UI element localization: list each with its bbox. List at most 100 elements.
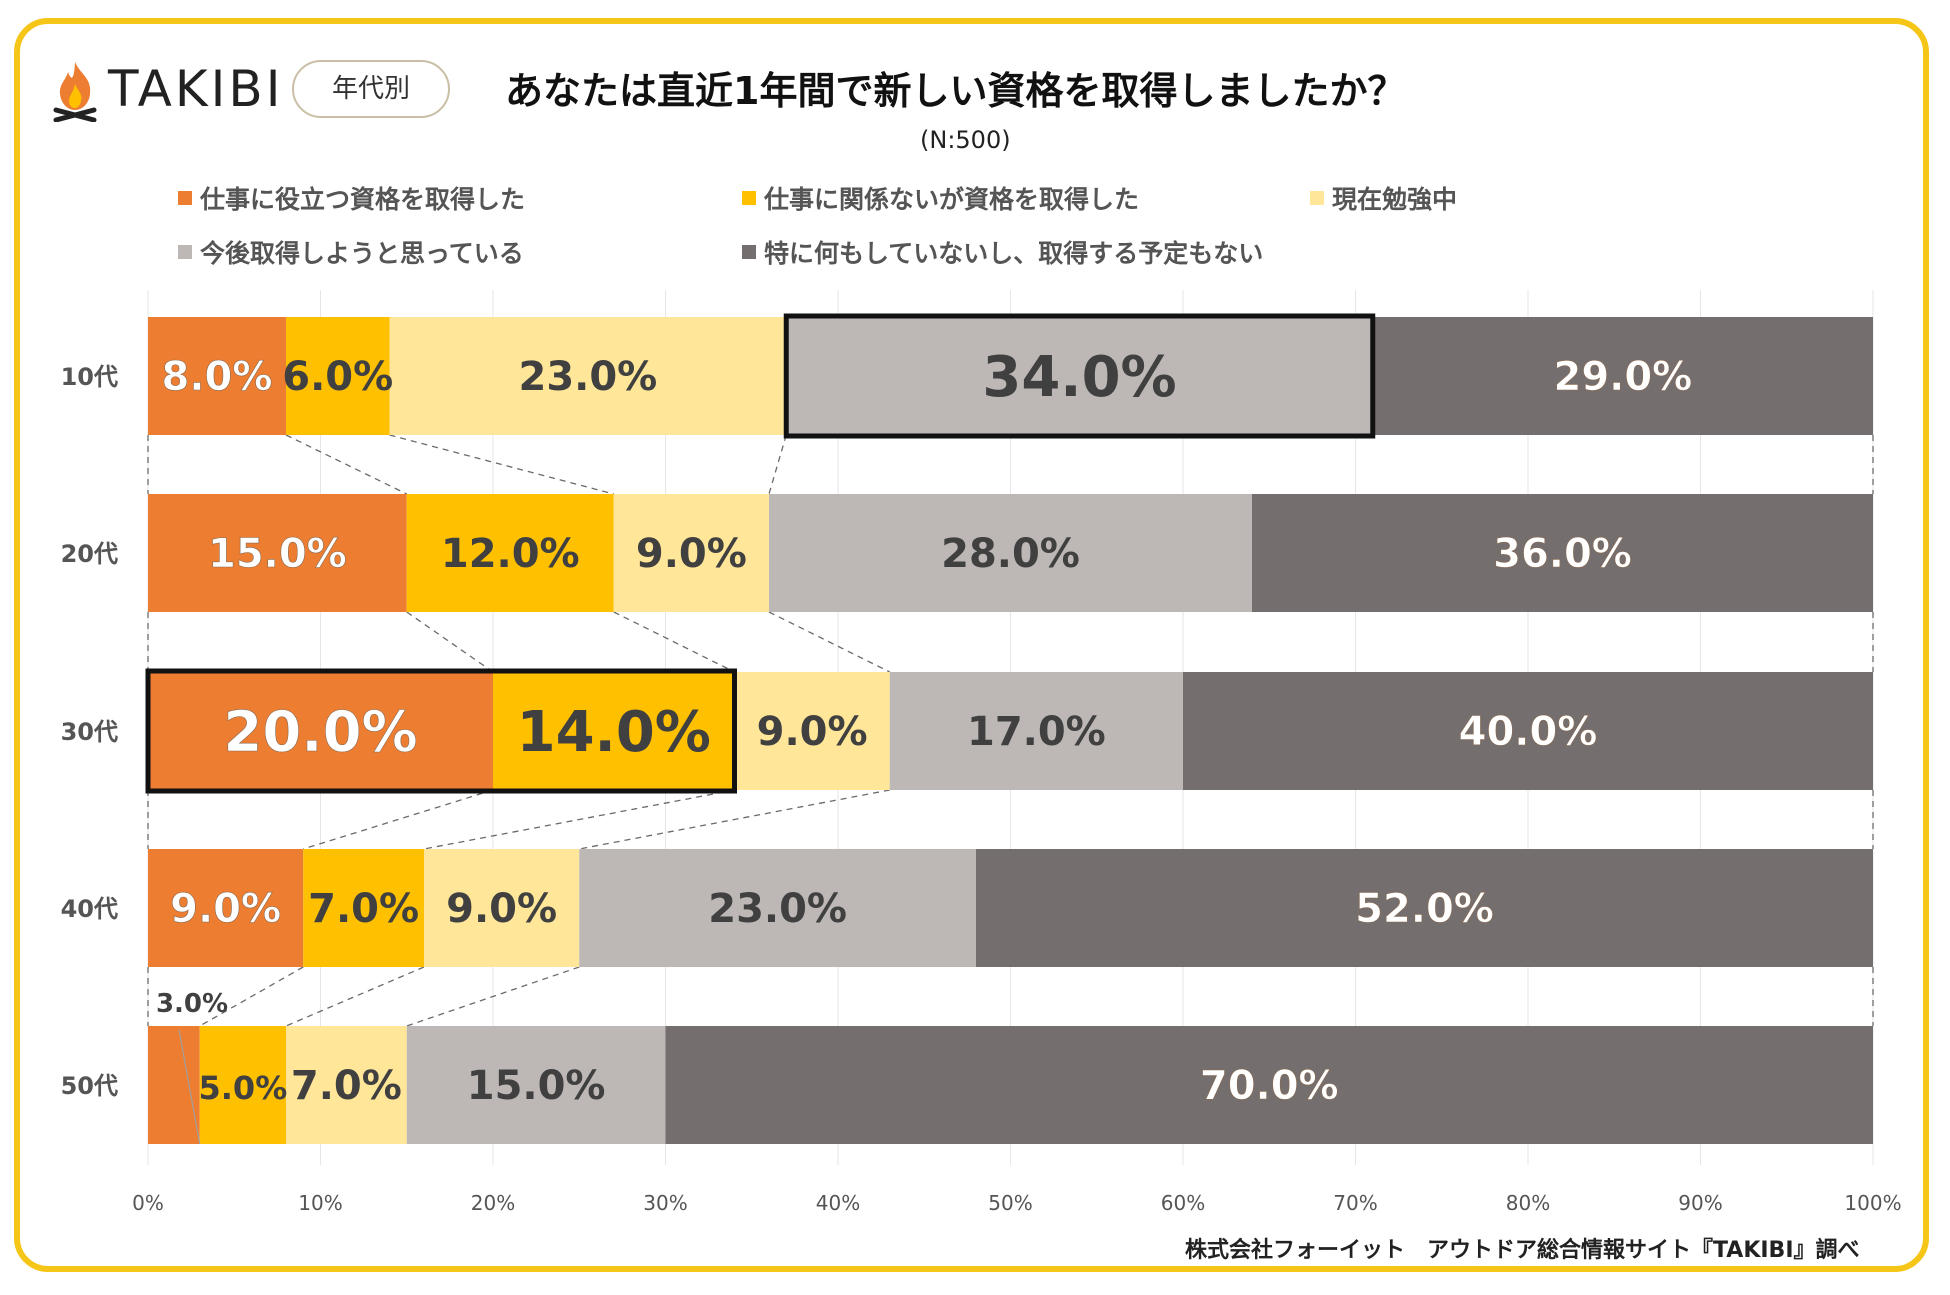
- bar-segment: [976, 849, 1873, 967]
- x-tick-label: 50%: [988, 1191, 1032, 1215]
- bar-segment: [734, 672, 890, 790]
- legend-swatch: [742, 245, 756, 259]
- bar-segment: [1252, 494, 1873, 612]
- data-label: 52.0%: [1355, 886, 1494, 932]
- chart-title: あなたは直近1年間で新しい資格を取得しましたか？: [505, 69, 1406, 113]
- highlight-box: [145, 668, 737, 794]
- bar-segment: [665, 1026, 1873, 1144]
- data-label: 14.0%: [517, 700, 711, 765]
- data-label: 3.0%: [156, 989, 228, 1019]
- bar-segment: [148, 849, 304, 967]
- data-label: 8.0%: [162, 354, 273, 400]
- bar-segment: [1372, 317, 1873, 435]
- bar-segment: [389, 317, 787, 435]
- data-label: 5.0%: [199, 1069, 288, 1107]
- x-tick-label: 90%: [1678, 1191, 1722, 1215]
- bar-segment: [303, 849, 424, 967]
- highlight-box: [783, 313, 1376, 439]
- takibi-logo: TAKIBI: [50, 58, 284, 122]
- data-label: 12.0%: [441, 531, 580, 577]
- bar-segment: [286, 317, 390, 435]
- x-tick-label: 100%: [1844, 1191, 1901, 1215]
- bar-segment: [1183, 672, 1873, 790]
- data-label: 9.0%: [446, 886, 557, 932]
- stacked-bar-chart: 10代 8.0% 6.0% 23.0% 34.0% 29.0% 20代 15.0% 12.0% 9…: [61, 290, 1902, 1215]
- legend-label: 現在勉強中: [1332, 185, 1458, 214]
- legend-item-studying: 現在勉強中: [1310, 180, 1457, 216]
- age-group-tag: 年代別: [292, 60, 450, 118]
- bar-segment: [493, 672, 735, 790]
- legend-item-useful-qualification: 仕事に役立つ資格を取得した: [178, 180, 525, 216]
- category-label: 30代: [61, 718, 118, 746]
- bar-segment: [406, 494, 614, 612]
- category-label: 10代: [61, 363, 118, 391]
- x-tick-label: 10%: [298, 1191, 342, 1215]
- bar-segment: [786, 317, 1373, 435]
- data-label: 6.0%: [282, 354, 393, 400]
- leader-line: [178, 1029, 201, 1145]
- connector-line: [613, 611, 735, 673]
- data-label: 34.0%: [982, 345, 1176, 410]
- category-label: 20代: [61, 540, 118, 568]
- legend-label: 仕事に関係ないが資格を取得した: [764, 185, 1140, 214]
- connector-line: [768, 611, 891, 673]
- connector-line: [285, 434, 408, 495]
- sample-size: (N:500): [920, 126, 1011, 154]
- bar-segment: [148, 1026, 200, 1144]
- data-label: 20.0%: [223, 700, 417, 765]
- connector-line: [768, 434, 787, 495]
- bar-segment: [769, 494, 1252, 612]
- bar-segment: [613, 494, 769, 612]
- data-label: 40.0%: [1459, 709, 1598, 755]
- connector-line: [579, 789, 890, 850]
- legend-label: 特に何もしていないし、取得する予定もない: [764, 239, 1264, 268]
- bar-segment: [148, 494, 407, 612]
- source-credit: 株式会社フォーイット アウトドア総合情報サイト『TAKIBI』調べ: [1185, 1238, 1860, 1263]
- data-label: 28.0%: [941, 531, 1080, 577]
- data-label: 7.0%: [308, 886, 419, 932]
- legend-swatch: [1310, 191, 1324, 205]
- bar-segment: [579, 849, 976, 967]
- bar-segment: [148, 672, 493, 790]
- x-tick-label: 0%: [132, 1191, 164, 1215]
- category-label: 40代: [61, 895, 118, 923]
- data-label: 29.0%: [1553, 354, 1692, 400]
- data-label: 9.0%: [636, 531, 747, 577]
- x-tick-label: 80%: [1506, 1191, 1550, 1215]
- data-label: 15.0%: [467, 1063, 606, 1109]
- data-label: 70.0%: [1200, 1063, 1339, 1109]
- x-tick-label: 60%: [1161, 1191, 1205, 1215]
- connector-line: [423, 789, 735, 850]
- connector-line: [199, 966, 304, 1027]
- data-label: 9.0%: [170, 886, 281, 932]
- legend-swatch: [178, 191, 192, 205]
- bar-segment: [148, 317, 286, 435]
- legend-item-plan-to-acquire: 今後取得しようと思っている: [178, 234, 524, 270]
- legend-swatch: [178, 245, 192, 259]
- connector-line: [303, 789, 494, 850]
- data-label: 7.0%: [291, 1063, 402, 1109]
- data-label: 9.0%: [757, 709, 868, 755]
- connector-line: [389, 434, 614, 495]
- bar-segment: [424, 849, 580, 967]
- bar-segment: [889, 672, 1183, 790]
- logo-text: TAKIBI: [108, 60, 284, 118]
- data-label: 36.0%: [1493, 531, 1632, 577]
- category-label: 50代: [61, 1072, 118, 1100]
- x-tick-label: 20%: [471, 1191, 515, 1215]
- connector-line: [406, 611, 494, 673]
- data-label: 23.0%: [708, 886, 847, 932]
- legend-label: 今後取得しようと思っている: [200, 239, 524, 268]
- x-tick-label: 30%: [643, 1191, 687, 1215]
- campfire-icon: [53, 62, 97, 122]
- bar-segment: [406, 1026, 666, 1144]
- legend-item-unrelated-qualification: 仕事に関係ないが資格を取得した: [742, 180, 1139, 216]
- legend-item-nothing-planned: 特に何もしていないし、取得する予定もない: [742, 234, 1263, 270]
- data-label: 15.0%: [208, 531, 347, 577]
- x-tick-label: 70%: [1333, 1191, 1377, 1215]
- connector-line: [406, 966, 580, 1027]
- connector-line: [285, 966, 425, 1027]
- bar-segment: [286, 1026, 407, 1144]
- data-label: 23.0%: [518, 354, 657, 400]
- data-label: 17.0%: [967, 709, 1106, 755]
